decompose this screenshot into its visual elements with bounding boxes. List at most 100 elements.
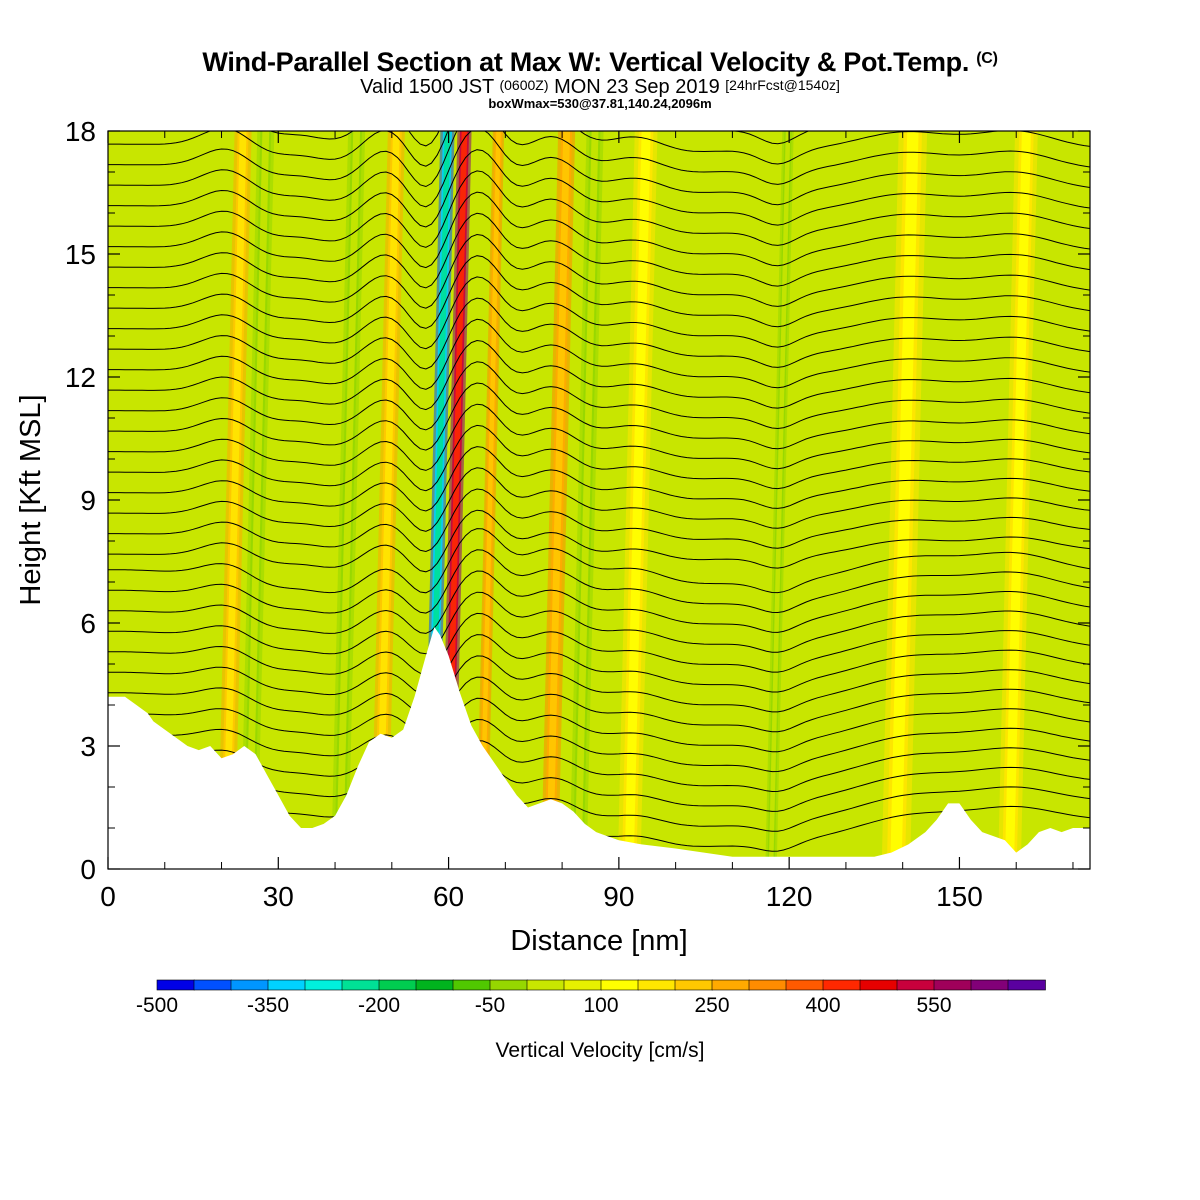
terrain-mask <box>108 627 1090 869</box>
colorbar-swatch <box>378 979 417 991</box>
isentrope-line <box>108 697 1090 757</box>
velocity-band <box>665 131 690 869</box>
isentrope-line <box>108 170 1090 248</box>
y-tick-label: 12 <box>65 362 96 393</box>
isentrope-line <box>108 488 1090 553</box>
isentrope-line <box>108 446 1090 512</box>
isentrope-line <box>108 233 1090 309</box>
colorbar-swatch <box>785 979 824 991</box>
colorbar-swatch <box>526 979 565 991</box>
colorbar-swatch <box>711 979 750 991</box>
colorbar-tick-label: 100 <box>583 994 618 1017</box>
colorbar-tick-label: 400 <box>805 994 840 1017</box>
y-tick-label: 0 <box>80 854 96 885</box>
isentrope-line <box>108 403 1090 471</box>
colorbar-swatch <box>674 979 713 991</box>
isentrope-line <box>108 191 1090 269</box>
isentrope-line <box>108 361 1090 431</box>
velocity-band <box>336 131 361 869</box>
isentrope-line <box>108 149 1090 228</box>
x-tick-label: 150 <box>936 881 983 912</box>
x-tick-label: 90 <box>603 881 634 912</box>
colorbar-swatch <box>600 979 639 991</box>
x-tick-label: 60 <box>433 881 464 912</box>
velocity-band <box>375 131 400 869</box>
colorbar-label: Vertical Velocity [cm/s] <box>496 1039 705 1062</box>
isentrope-line <box>108 467 1090 532</box>
utc-time-label: (0600Z) <box>499 77 549 93</box>
y-axis-label: Height [Kft MSL] <box>15 394 47 605</box>
chart-subtitle: Valid 1500 JST (0600Z) MON 23 Sep 2019 [… <box>0 75 1200 97</box>
isentrope-line <box>108 676 1090 736</box>
colorbar-swatch <box>489 979 528 991</box>
colorbar-swatch <box>933 979 972 991</box>
valid-date-label: MON 23 Sep 2019 <box>554 76 720 98</box>
chart-title: Wind-Parallel Section at Max W: Vertical… <box>0 44 1200 77</box>
colorbar-swatch <box>563 979 602 991</box>
velocity-band <box>768 131 791 869</box>
colorbar-swatch <box>896 979 935 991</box>
isentrope-line <box>108 570 1090 634</box>
y-tick-label: 15 <box>65 239 96 270</box>
colorbar-swatch <box>267 979 306 991</box>
isentrope-line <box>108 612 1090 675</box>
isentrope-line <box>108 297 1090 370</box>
isentrope-line <box>108 276 1090 350</box>
isentrope-line <box>108 509 1090 573</box>
box-info-label: boxWmax=530@37.81,140.24,2096m <box>488 96 712 111</box>
y-tick-label: 9 <box>80 485 96 516</box>
x-tick-label: 30 <box>263 881 294 912</box>
velocity-band <box>222 131 247 869</box>
isentrope-line <box>108 255 1090 329</box>
colorbar-swatch <box>452 979 491 991</box>
y-tick-label: 18 <box>65 116 96 147</box>
isentrope-line <box>108 131 1090 208</box>
colorbar-tick-label: -50 <box>475 994 505 1017</box>
valid-time-label: Valid 1500 JST <box>360 76 494 98</box>
velocity-band <box>624 131 651 869</box>
isentrope-line <box>108 424 1090 492</box>
isentrope-line <box>108 528 1090 594</box>
isentrope-line <box>108 131 1090 167</box>
isentrope-line <box>108 591 1090 655</box>
forecast-label: [24hrFcst@1540z] <box>725 77 840 93</box>
colorbar-tick-label: 250 <box>694 994 729 1017</box>
colorbar-swatch <box>415 979 454 991</box>
x-tick-label: 120 <box>766 881 813 912</box>
colorbar: -500 -350 -200 -50 100 250 400 550 <box>136 979 1046 1017</box>
x-axis-label: Distance [nm] <box>510 925 687 957</box>
isentrope-line <box>108 131 1090 188</box>
colorbar-swatch <box>822 979 861 991</box>
velocity-band <box>1004 131 1031 869</box>
colorbar-swatch <box>193 979 232 991</box>
y-tick-label: 6 <box>80 608 96 639</box>
colorbar-tick-label: -350 <box>247 994 289 1017</box>
isentrope-line <box>108 549 1090 614</box>
colorbar-swatch <box>637 979 676 991</box>
velocity-band <box>546 131 571 869</box>
colorbar-swatch <box>304 979 343 991</box>
isentrope-line <box>108 655 1090 716</box>
colorbar-tick-label: -500 <box>136 994 178 1017</box>
y-tick-label: 3 <box>80 731 96 762</box>
chart-title-text: Wind-Parallel Section at Max W: Vertical… <box>202 47 970 77</box>
colorbar-tick-label: -200 <box>358 994 400 1017</box>
colorbar-swatch <box>230 979 269 991</box>
y-axis: 0 3 6 9 12 15 18 <box>65 116 1090 885</box>
colorbar-swatch <box>341 979 380 991</box>
velocity-band <box>245 131 270 869</box>
colorbar-swatch <box>970 979 1009 991</box>
isentrope-line <box>108 339 1090 411</box>
isentrope-line <box>108 382 1090 451</box>
copyright-mark: (C) <box>976 50 998 67</box>
velocity-band <box>479 131 501 869</box>
isentrope-line <box>108 718 1090 777</box>
isentrope-line <box>108 318 1090 390</box>
colorbar-swatch <box>1007 979 1046 991</box>
x-axis: 0 30 60 90 120 150 <box>100 131 1074 912</box>
isentrope-line <box>108 212 1090 289</box>
colorbar-tick-label: 550 <box>916 994 951 1017</box>
colorbar-swatch <box>859 979 898 991</box>
x-tick-label: 0 <box>100 881 116 912</box>
